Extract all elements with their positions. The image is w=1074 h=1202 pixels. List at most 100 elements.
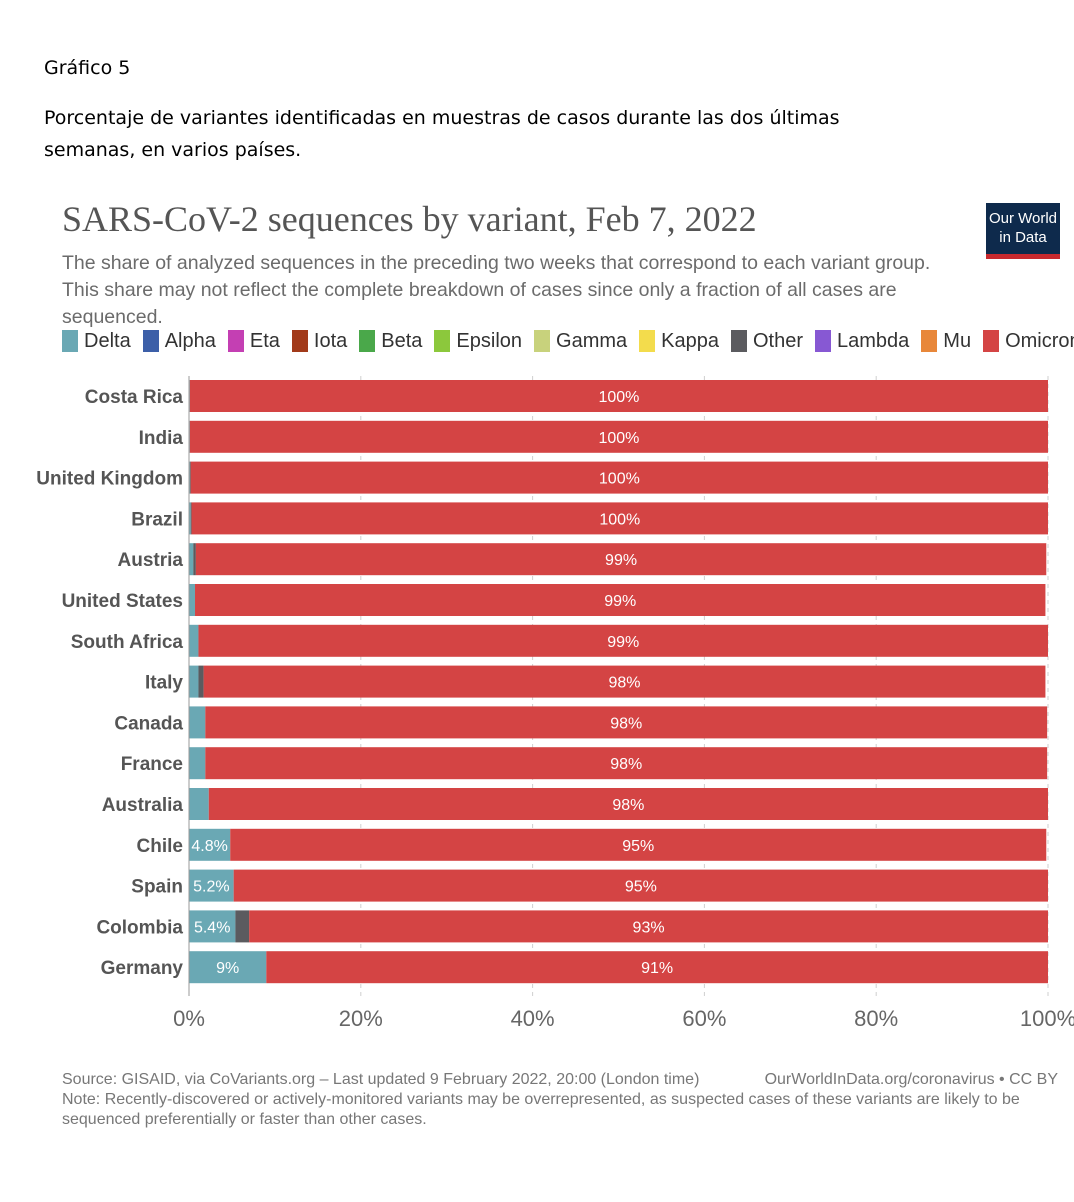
data-label: 100% (598, 430, 639, 447)
legend-label: Gamma (556, 329, 628, 352)
chart-title: SARS-CoV-2 sequences by variant, Feb 7, … (62, 199, 757, 239)
logo-line-1: Our World (988, 210, 1058, 227)
category-label: France (121, 754, 183, 775)
data-label: 98% (610, 715, 642, 732)
legend-item-omicron[interactable]: Omicron (983, 326, 1074, 356)
bar-other (235, 910, 250, 943)
bar-delta (189, 706, 206, 739)
category-label: United Kingdom (36, 469, 183, 490)
bar-delta (189, 747, 206, 780)
legend-item-beta[interactable]: Beta (359, 326, 422, 356)
legend-item-alpha[interactable]: Alpha (142, 326, 216, 356)
bar-delta (189, 869, 234, 902)
bar-omicron (195, 543, 1047, 576)
chart-legend: Delta Alpha Eta Iota Beta Epsilon Gamma Kappa Ot… (62, 326, 1074, 356)
legend-swatch (730, 330, 747, 352)
figure-number: Gráfico 5 (44, 57, 131, 79)
legend-label: Mu (943, 329, 972, 352)
bar-delta (189, 502, 191, 535)
bar-omicron (208, 788, 1048, 820)
legend-item-iota[interactable]: Iota (291, 326, 347, 356)
bar-omicron (230, 828, 1047, 861)
legend-swatch (921, 330, 938, 352)
category-label: Germany (101, 958, 184, 979)
data-label: 99% (607, 634, 639, 651)
note-text: Note: Recently-discovered or actively-mo… (62, 1091, 1020, 1128)
x-tick-label: 0% (173, 1006, 205, 1031)
category-label: United States (62, 591, 183, 612)
legend-label: Eta (249, 329, 280, 352)
legend-item-other[interactable]: Other (730, 326, 804, 356)
legend-swatch (639, 330, 656, 352)
legend-item-kappa[interactable]: Kappa (639, 326, 719, 356)
data-label: 93% (633, 919, 665, 936)
legend-label: Omicron (1005, 329, 1074, 352)
bar-omicron (203, 665, 1046, 698)
legend-swatch (534, 330, 551, 352)
bar-chart: 0% 20% 40% 60% 80% 100% Costa Rica 100% India 100… (36, 376, 1074, 1031)
data-label: 9% (216, 960, 239, 977)
x-tick-label: 20% (339, 1006, 383, 1031)
bar-omicron (198, 624, 1049, 657)
chart-subtitle: The share of analyzed sequences in the p… (62, 252, 931, 328)
x-tick-label: 100% (1020, 1006, 1074, 1031)
legend-item-eta[interactable]: Eta (227, 326, 280, 356)
source-link[interactable]: OurWorldInData.org/coronavirus • CC BY (764, 1071, 1058, 1088)
bar-delta (189, 584, 196, 616)
bar-delta (189, 828, 231, 861)
bar-omicron (189, 380, 1048, 412)
bar-delta (189, 543, 194, 576)
bar-other (190, 502, 192, 535)
category-label: Australia (102, 795, 184, 816)
legend-label: Epsilon (456, 329, 523, 352)
owid-logo[interactable]: Our World in Data (986, 203, 1060, 259)
category-label: Brazil (131, 509, 183, 530)
legend-swatch (983, 330, 1000, 352)
bar-omicron (191, 502, 1048, 535)
bar-delta (189, 910, 236, 943)
legend-label: Kappa (661, 329, 719, 352)
category-label: Canada (114, 713, 183, 734)
legend-label: Alpha (164, 329, 216, 352)
data-label: 95% (622, 838, 654, 855)
category-label: Costa Rica (85, 387, 184, 408)
bar-omicron (189, 420, 1048, 453)
legend-item-delta[interactable]: Delta (62, 326, 131, 356)
legend-swatch (62, 330, 78, 352)
legend-swatch (359, 330, 376, 352)
bar-delta (189, 951, 267, 984)
data-label: 98% (608, 675, 640, 692)
bar-other (189, 461, 191, 494)
data-label: 5.4% (194, 919, 230, 936)
data-label: 100% (599, 511, 640, 528)
x-tick-label: 60% (682, 1006, 726, 1031)
data-label: 91% (641, 960, 673, 977)
legend-item-epsilon[interactable]: Epsilon (434, 326, 522, 356)
data-label: 98% (610, 756, 642, 773)
bar-omicron (190, 461, 1048, 494)
legend-swatch (815, 330, 832, 352)
legend-item-lambda[interactable]: Lambda (815, 326, 909, 356)
legend-swatch (227, 330, 244, 352)
category-label: Italy (145, 673, 183, 694)
data-label: 99% (604, 593, 636, 610)
legend-label: Delta (84, 329, 131, 352)
bar-delta (189, 788, 209, 820)
bar-omicron (266, 951, 1048, 984)
legend-item-mu[interactable]: Mu (921, 326, 971, 356)
category-label: India (139, 428, 184, 449)
category-label: Austria (118, 550, 184, 571)
legend-label: Other (752, 329, 804, 352)
legend-label: Lambda (837, 329, 910, 352)
chart-footer: Source: GISAID, via CoVariants.org – Las… (62, 1070, 1058, 1130)
data-label: 100% (598, 389, 639, 406)
bar-omicron (249, 910, 1048, 943)
data-label: 98% (612, 797, 644, 814)
data-label: 100% (599, 471, 640, 488)
bar-delta (189, 665, 199, 698)
category-label: Chile (137, 836, 183, 857)
data-label: 99% (605, 552, 637, 569)
category-label: Colombia (96, 917, 183, 938)
legend-item-gamma[interactable]: Gamma (534, 326, 627, 356)
category-label: Spain (131, 877, 183, 898)
